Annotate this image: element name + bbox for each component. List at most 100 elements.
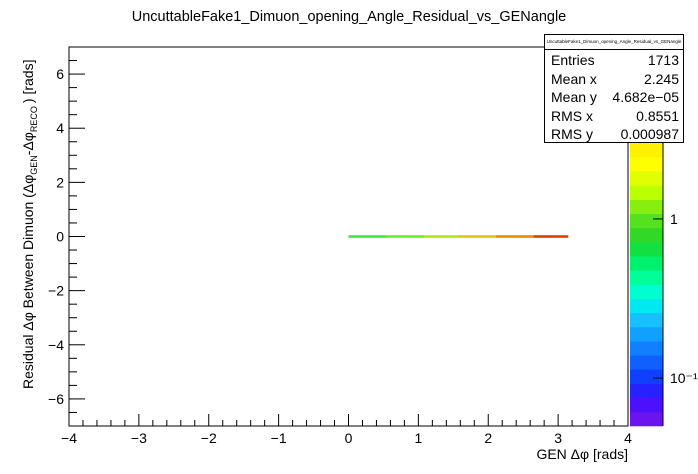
stats-row: RMS y 0.000987	[551, 125, 679, 144]
band-segment	[523, 235, 528, 238]
band-segment	[468, 235, 473, 238]
color-scale-cell	[630, 185, 663, 200]
band-segment	[399, 235, 404, 238]
band-segment	[492, 235, 497, 238]
band-segment	[382, 235, 387, 238]
y-axis-label: Residual Δφ Between Dimuon (ΔφGEN-ΔφRECO…	[20, 60, 39, 389]
band-segment	[458, 235, 463, 238]
residual-band	[348, 235, 569, 238]
band-segment	[372, 235, 377, 238]
y-tick-label: 0	[56, 229, 64, 245]
band-segment	[547, 235, 552, 238]
band-segment	[502, 235, 507, 238]
color-scale-tick-label: 10⁻¹	[670, 370, 698, 386]
band-segment	[495, 235, 500, 238]
band-segment	[540, 235, 545, 238]
band-segment	[434, 235, 439, 238]
y-label-suffix: ) [rads]	[20, 60, 36, 104]
band-segment	[471, 235, 476, 238]
band-segment	[478, 235, 483, 238]
band-segment	[430, 235, 435, 238]
y-tick-label: −4	[48, 337, 64, 353]
y-label-prefix: Residual Δφ Between Dimuon (Δφ	[20, 175, 36, 389]
y-label-mid: -Δφ	[20, 132, 36, 155]
color-scale-cell	[630, 383, 663, 398]
y-axis-ticks	[69, 46, 85, 427]
color-scale-cell	[630, 143, 663, 158]
color-scale-cell	[630, 256, 663, 271]
band-segment	[358, 235, 363, 238]
color-scale-bar	[630, 143, 664, 427]
y-axis-tick-labels: −6 −4 −2 0 2 4 6	[48, 66, 64, 407]
stats-value: 1713	[647, 52, 679, 68]
band-segment	[427, 235, 432, 238]
y-label-sub-reco: RECO	[29, 106, 39, 132]
band-segment	[351, 235, 356, 238]
x-tick-label: −1	[271, 430, 287, 446]
color-scale-cell	[630, 298, 663, 314]
band-segment	[454, 235, 459, 238]
band-segment	[348, 235, 353, 238]
x-axis-label: GEN Δφ [rads]	[536, 446, 628, 462]
color-scale-cell	[630, 369, 663, 384]
color-scale-cell	[630, 411, 663, 427]
y-tick-label: 6	[56, 66, 64, 82]
x-tick-label: 1	[414, 430, 422, 446]
band-segment	[519, 235, 524, 238]
color-scale-cell	[630, 270, 663, 285]
band-segment	[465, 235, 469, 238]
color-scale-labels: 1 10⁻¹	[670, 211, 698, 386]
band-segment	[444, 235, 449, 238]
chart-title: UncuttableFake1_Dimuon_opening_Angle_Res…	[132, 9, 566, 25]
stats-label: RMS x	[551, 107, 593, 124]
band-segment	[485, 235, 490, 238]
stats-row: Entries 1713	[551, 51, 679, 70]
band-segment	[379, 235, 384, 238]
stats-value: 0.8551	[636, 107, 679, 124]
color-scale-cell	[630, 312, 663, 328]
x-tick-label: −3	[131, 430, 147, 446]
band-segment	[355, 235, 360, 238]
band-segment	[461, 235, 466, 238]
stats-row: Mean y 4.682e−05	[551, 88, 679, 107]
band-segment	[365, 235, 370, 238]
y-tick-label: 2	[56, 174, 64, 190]
x-axis-tick-labels: −4 −3 −2 −1 0 1 2 3 4	[61, 430, 632, 446]
band-segment	[447, 235, 452, 238]
color-scale-cell	[630, 326, 663, 342]
band-segment	[393, 235, 397, 238]
band-segment	[557, 235, 562, 238]
stats-row: RMS x 0.8551	[551, 107, 679, 126]
stats-label: RMS y	[551, 126, 593, 143]
color-scale-cell	[630, 284, 663, 299]
band-segment	[386, 235, 391, 238]
x-tick-label: 4	[624, 430, 632, 446]
color-scale-cell	[630, 242, 663, 257]
band-segment	[537, 235, 541, 238]
y-label-sub-gen: GEN	[29, 155, 39, 175]
band-segment	[543, 235, 548, 238]
band-segment	[403, 235, 408, 238]
band-segment	[489, 235, 493, 238]
band-segment	[441, 235, 445, 238]
color-scale-cell	[630, 213, 663, 229]
band-segment	[530, 235, 535, 238]
band-segment	[413, 235, 418, 238]
x-tick-label: 3	[554, 430, 562, 446]
band-segment	[362, 235, 367, 238]
band-segment	[420, 235, 425, 238]
band-segment	[406, 235, 411, 238]
band-segment	[475, 235, 480, 238]
stats-box: UncuttableFake1_Dimuon_opening_Angle_Res…	[544, 34, 684, 143]
x-tick-label: −4	[61, 430, 77, 446]
band-segment	[526, 235, 531, 238]
stats-title: UncuttableFake1_Dimuon_opening_Angle_Res…	[545, 35, 683, 50]
stats-label: Mean x	[551, 70, 597, 87]
stats-value: 4.682e−05	[612, 89, 679, 106]
band-segment	[561, 235, 565, 238]
band-segment	[513, 235, 517, 238]
stats-label: Entries	[551, 52, 595, 68]
band-segment	[417, 235, 421, 238]
band-segment	[482, 235, 487, 238]
